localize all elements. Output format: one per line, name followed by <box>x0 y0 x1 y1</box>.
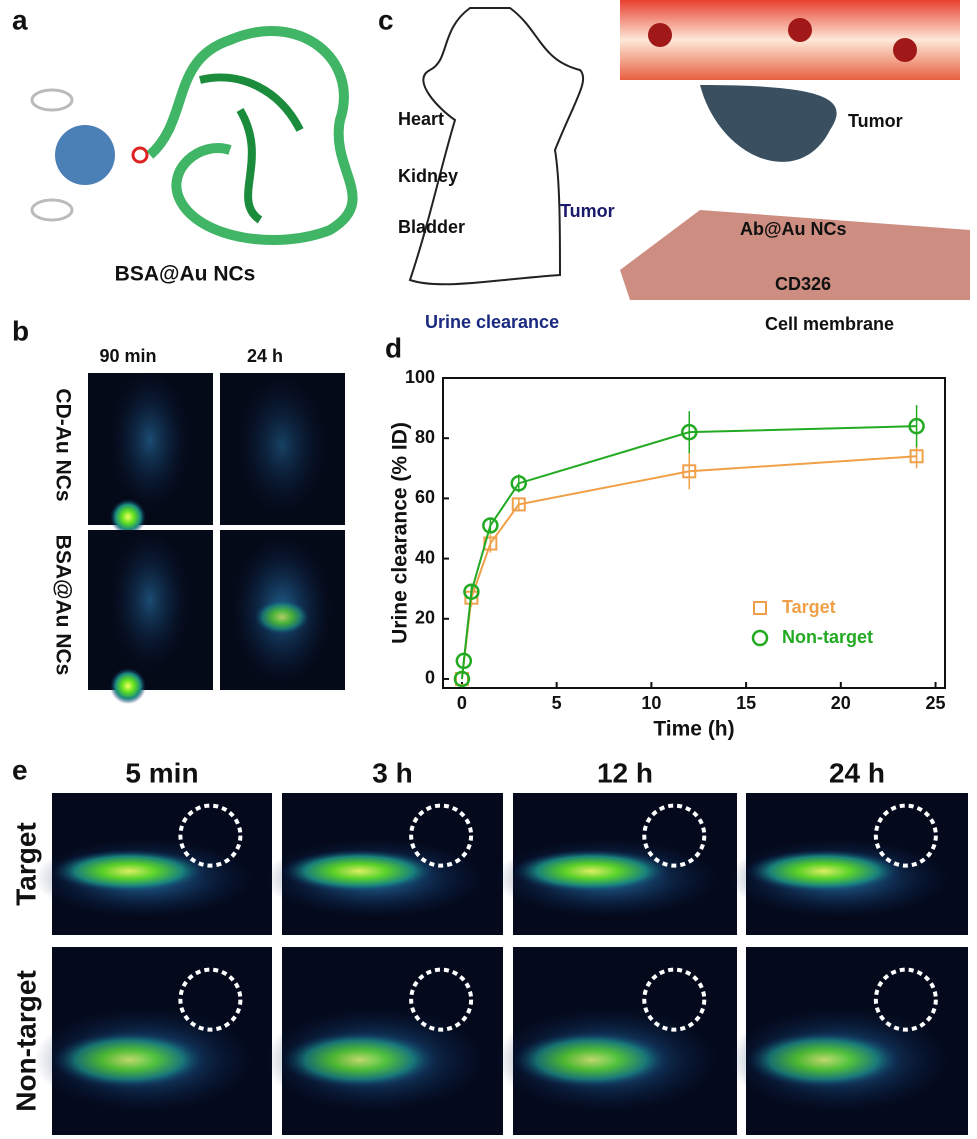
x-tick-label: 20 <box>831 693 851 713</box>
y-axis-label: Urine clearance (% ID) <box>389 422 412 644</box>
column-label: 5 min <box>125 757 198 788</box>
panel-label: c <box>378 4 394 35</box>
x-tick-label: 15 <box>736 693 756 713</box>
signal <box>282 849 437 893</box>
signal <box>746 849 902 893</box>
tumor-outline <box>178 803 243 868</box>
tumor-outline <box>409 967 474 1032</box>
tumor-outline <box>409 803 474 868</box>
legend-label: Target <box>782 597 836 617</box>
caption: BSA@Au NCs <box>115 263 256 286</box>
tumor-outline <box>642 803 707 868</box>
panel-label: d <box>385 332 402 363</box>
column-label: 12 h <box>597 757 653 788</box>
y-tick-label: 100 <box>405 367 435 387</box>
signal <box>513 849 670 893</box>
annotation: CD326 <box>775 274 831 294</box>
marker <box>681 423 698 441</box>
column-label: 24 h <box>247 346 283 366</box>
tumor-outline <box>873 803 938 868</box>
y-tick-label: 20 <box>415 608 435 628</box>
marker <box>909 449 924 464</box>
plot-frame <box>442 377 946 689</box>
row-label: Target <box>10 822 41 906</box>
annotation: Cell membrane <box>765 314 894 334</box>
signal <box>52 849 206 893</box>
organ-label: Kidney <box>398 166 458 186</box>
marker <box>751 629 769 647</box>
signal <box>746 1031 902 1089</box>
y-tick-label: 80 <box>415 427 435 447</box>
annotation: Urine clearance <box>425 312 559 332</box>
signal <box>513 1031 670 1089</box>
organ-label: Heart <box>398 109 444 129</box>
marker <box>510 475 528 492</box>
row-label: BSA@Au NCs <box>51 535 74 676</box>
marker <box>482 517 499 534</box>
tumor-outline <box>642 967 707 1032</box>
image-grid: 5 min 3 h 12 h 24 h Target Non-target <box>10 757 968 1135</box>
organ-label: Bladder <box>398 217 465 237</box>
signal <box>52 1031 206 1089</box>
row-label: CD-Au NCs <box>51 388 74 501</box>
mouse-diagram <box>408 0 970 300</box>
x-tick-label: 0 <box>457 693 467 713</box>
marker <box>463 583 480 600</box>
panel-label: b <box>12 315 29 346</box>
marker <box>682 464 697 479</box>
column-label: 24 h <box>829 757 885 788</box>
panel-label: e <box>12 754 28 785</box>
column-label: 90 min <box>99 346 156 366</box>
marker <box>455 652 473 670</box>
y-tick-label: 60 <box>415 487 435 507</box>
fluorescence-images <box>88 370 345 704</box>
y-tick-label: 40 <box>415 547 435 567</box>
marker <box>511 497 526 512</box>
marker <box>908 417 925 435</box>
tumor-outline <box>178 967 243 1032</box>
row-label: Non-target <box>10 970 41 1112</box>
protein-illustration <box>30 26 358 245</box>
marker <box>453 670 471 688</box>
legend-label: Non-target <box>782 627 873 647</box>
x-tick-label: 5 <box>552 693 562 713</box>
x-tick-label: 25 <box>926 693 946 713</box>
tumor-outline <box>873 967 938 1032</box>
chart: 0 20 40 60 80 100 0 5 10 15 20 25 Time (h) Urine clea… <box>389 367 946 741</box>
panel-label: a <box>12 4 28 35</box>
marker <box>753 601 767 615</box>
column-label: 3 h <box>372 757 412 788</box>
y-tick-label: 0 <box>425 668 435 688</box>
x-tick-label: 10 <box>641 693 661 713</box>
annotation: Tumor <box>848 111 903 131</box>
annotation: Ab@Au NCs <box>740 219 847 239</box>
organ-label: Tumor <box>560 201 615 221</box>
x-axis-label: Time (h) <box>653 718 734 741</box>
signal <box>282 1031 437 1089</box>
